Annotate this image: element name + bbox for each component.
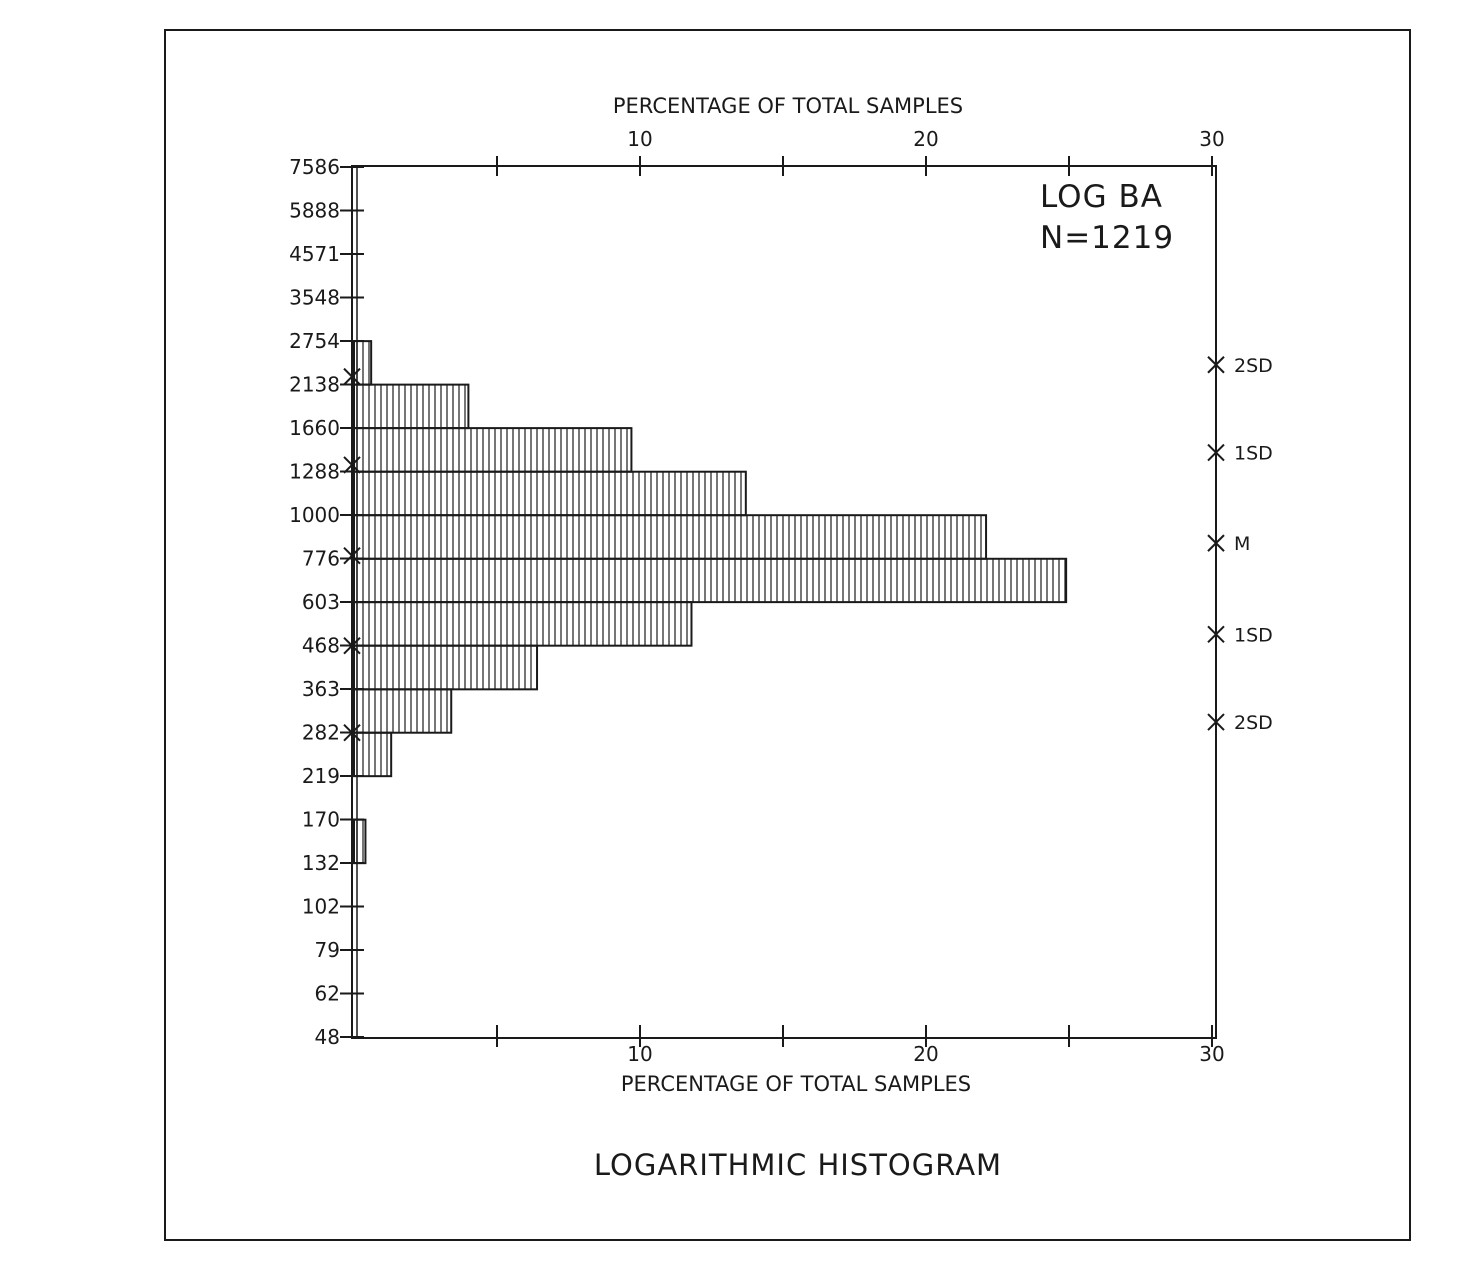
y-tick-label-18: 79	[315, 938, 340, 962]
annotation-line-1: LOG BA	[1040, 179, 1163, 215]
stat-marker-2-stroke-b	[1207, 534, 1225, 552]
histogram-bar-1	[353, 383, 470, 430]
y-tick-label-6: 1660	[289, 416, 340, 440]
top-x-tick-label-2: 30	[1199, 127, 1224, 151]
y-tick-label-17: 102	[302, 895, 340, 919]
left-marker-0	[343, 367, 361, 386]
left-marker-3-stroke-b	[343, 636, 361, 655]
y-tick-label-7: 1288	[289, 460, 340, 484]
histogram-bar-10	[353, 818, 367, 865]
statistics-markers: 2SD 1SD M 1SD 2SD	[1207, 355, 1273, 734]
y-tick-label-4: 2754	[289, 329, 340, 353]
left-marker-0-stroke-b	[343, 367, 361, 386]
stat-marker-3	[1207, 625, 1225, 644]
stat-marker-label-0: 2SD	[1234, 355, 1273, 377]
bars-layer	[353, 340, 1068, 865]
histogram-bar-4	[353, 514, 988, 560]
y-tick-label-5: 2138	[289, 373, 340, 397]
stat-marker-label-3: 1SD	[1234, 624, 1273, 646]
histogram-bar-6	[353, 601, 693, 647]
y-tick-label-15: 170	[302, 808, 340, 832]
left-marker-4	[343, 724, 361, 742]
left-marker-2-stroke-b	[343, 546, 361, 565]
left-marker-4-stroke-b	[343, 724, 361, 742]
left-axis: 7586 5888 4571 3548 2754 2138 1660 1288 1000 776 6…	[289, 155, 364, 1049]
stat-marker-4	[1207, 713, 1225, 731]
histogram-bar-3	[353, 470, 747, 517]
stat-marker-label-1: 1SD	[1234, 443, 1273, 465]
stat-marker-3-stroke-b	[1207, 625, 1225, 644]
bottom-x-tick-label-1: 20	[913, 1042, 938, 1066]
stat-marker-0	[1207, 356, 1225, 374]
left-marker-1-stroke-b	[343, 456, 361, 474]
y-tick-label-13: 282	[302, 721, 340, 745]
stat-marker-label-4: 2SD	[1234, 712, 1273, 734]
left-axis-markers	[343, 367, 361, 742]
stat-marker-4-stroke-b	[1207, 713, 1225, 731]
y-tick-label-0: 7586	[289, 155, 340, 179]
y-tick-label-1: 5888	[289, 199, 340, 223]
top-axis-title: PERCENTAGE OF TOTAL SAMPLES	[613, 94, 963, 118]
top-axis: 10 20 30	[496, 127, 1225, 176]
y-tick-label-9: 776	[302, 547, 340, 571]
y-tick-label-10: 603	[302, 590, 340, 614]
stat-marker-0-stroke-b	[1207, 356, 1225, 374]
annotation-line-2: N=1219	[1040, 220, 1174, 256]
stat-marker-2	[1207, 534, 1225, 552]
y-tick-label-20: 48	[315, 1025, 340, 1049]
stat-marker-1-stroke-b	[1207, 443, 1225, 462]
left-marker-2	[343, 546, 361, 565]
bottom-axis: 10 20 30	[496, 1025, 1225, 1066]
histogram-bar-8	[353, 688, 453, 734]
y-tick-label-2: 4571	[289, 242, 340, 266]
y-tick-label-8: 1000	[289, 503, 340, 527]
y-tick-label-19: 62	[315, 982, 340, 1006]
bottom-axis-title: PERCENTAGE OF TOTAL SAMPLES	[621, 1072, 971, 1096]
top-x-tick-label-0: 10	[627, 127, 652, 151]
y-tick-label-12: 363	[302, 677, 340, 701]
outer-frame	[164, 29, 1411, 1241]
left-marker-1	[343, 456, 361, 474]
bottom-x-tick-label-0: 10	[627, 1042, 652, 1066]
histogram-bar-5	[353, 557, 1068, 604]
y-tick-label-14: 219	[302, 764, 340, 788]
y-tick-label-16: 132	[302, 851, 340, 875]
stat-marker-label-2: M	[1234, 533, 1250, 555]
chart-title: LOGARITHMIC HISTOGRAM	[594, 1148, 1002, 1182]
histogram-bar-2	[353, 427, 633, 473]
y-tick-label-3: 3548	[289, 286, 340, 310]
top-x-tick-label-1: 20	[913, 127, 938, 151]
y-tick-label-11: 468	[302, 634, 340, 658]
bottom-x-tick-label-2: 30	[1199, 1042, 1224, 1066]
histogram-bar-7	[353, 644, 539, 691]
left-marker-3	[343, 636, 361, 655]
stat-marker-1	[1207, 443, 1225, 462]
